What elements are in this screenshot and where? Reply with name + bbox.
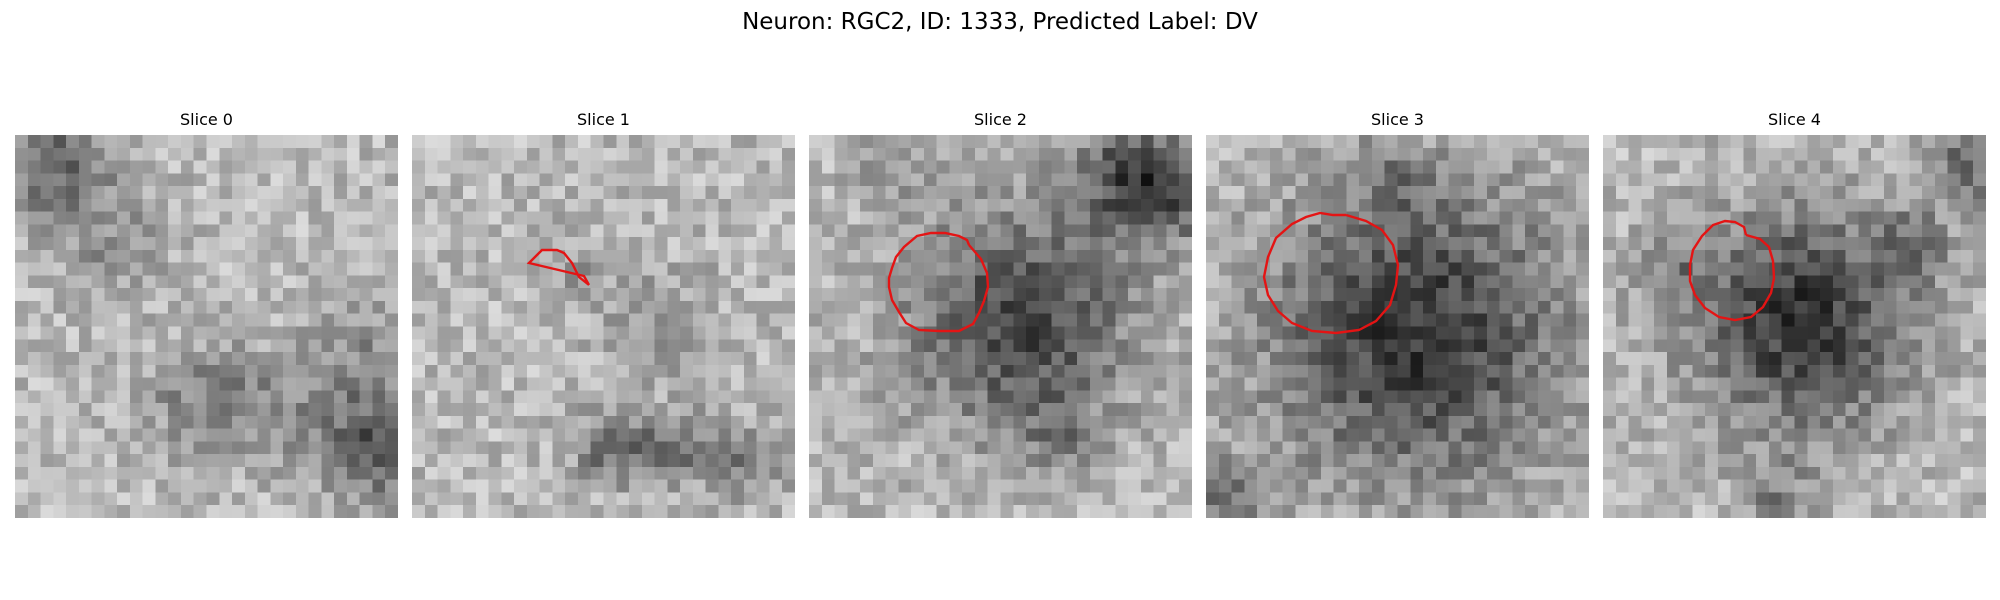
slice-title: Slice 1	[577, 110, 630, 129]
contour-line	[1262, 211, 1400, 335]
slice-image	[1603, 135, 1986, 518]
slice-image	[1206, 135, 1589, 518]
slice-title: Slice 2	[974, 110, 1027, 129]
contour-line	[1688, 219, 1776, 322]
slice-title: Slice 3	[1371, 110, 1424, 129]
slice-image	[809, 135, 1192, 518]
slice-title: Slice 4	[1768, 110, 1821, 129]
segmentation-contour	[526, 248, 591, 286]
slice-image	[15, 135, 398, 518]
segmentation-contour	[1688, 219, 1776, 322]
segmentation-contour	[1262, 211, 1400, 335]
segmentation-contour	[887, 231, 990, 333]
slice-image	[412, 135, 795, 518]
contour-line	[526, 248, 591, 286]
contour-line	[887, 231, 990, 333]
figure-title: Neuron: RGC2, ID: 1333, Predicted Label:…	[742, 9, 1258, 35]
slice-title: Slice 0	[180, 110, 233, 129]
